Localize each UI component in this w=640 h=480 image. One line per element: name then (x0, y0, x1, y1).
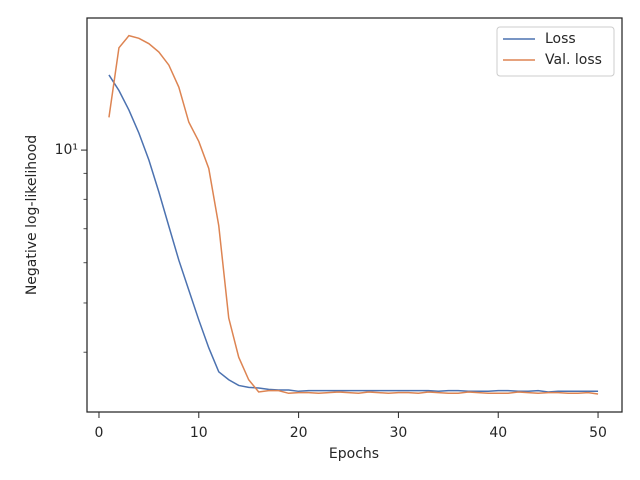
x-tick-label: 0 (95, 425, 104, 441)
x-tick-label: 30 (390, 425, 408, 441)
y-axis-label: Negative log-likelihood (24, 135, 40, 295)
legend-label: Loss (545, 31, 576, 47)
line (108, 34, 599, 395)
x-tick-label: 10 (190, 425, 208, 441)
x-axis-label: Epochs (329, 446, 379, 462)
y-tick-label: 10¹ (55, 142, 78, 158)
x-tick-label: 40 (489, 425, 507, 441)
plot-frame (86, 17, 623, 413)
x-tick-label: 20 (290, 425, 308, 441)
line (108, 74, 599, 393)
x-tick-label: 50 (589, 425, 607, 441)
legend-label: Val. loss (545, 52, 602, 68)
